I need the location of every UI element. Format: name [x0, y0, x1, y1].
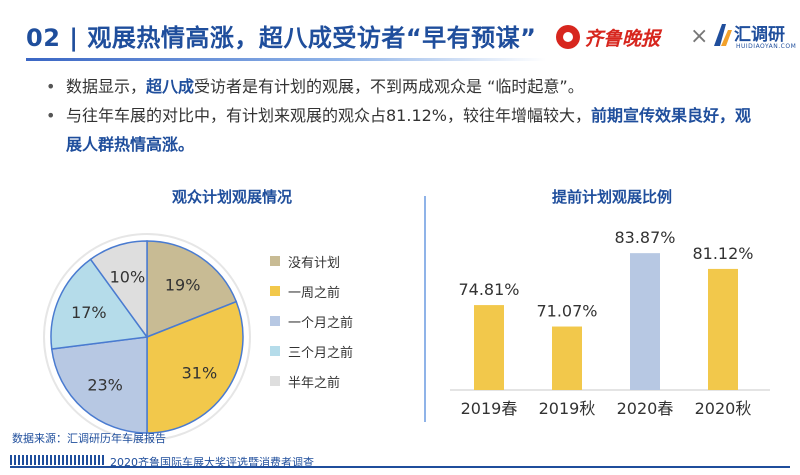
pie-slice-label: 31%: [182, 364, 218, 383]
footer-barcode-decoration: [10, 455, 106, 465]
legend-label: 没有计划: [288, 255, 341, 271]
data-source: 数据来源：汇调研历年车展报告: [12, 432, 166, 445]
pie-legend: 没有计划一周之前一个月之前三个月之前半年之前: [270, 246, 353, 396]
pie-slice: [50, 258, 149, 350]
bar: [630, 253, 660, 390]
bar-chart: 74.81% 2019春 71.07% 2019秋 83.87% 2020春 81.12% 2…: [450, 228, 770, 418]
pie-legend-item: 一个月之前: [270, 306, 353, 336]
pie-slice-label: 17%: [71, 303, 107, 322]
bullet-text: 受访者是有计划的观展，不到两成观众是 “临时起意”。: [194, 77, 584, 96]
bar-value-label: 74.81%: [458, 280, 519, 299]
pie-legend-item: 一周之前: [270, 276, 353, 306]
bullet-highlight: 前期宣传效果良好，观展人群热情高涨。: [66, 106, 752, 154]
bar-value-label: 71.07%: [536, 302, 597, 321]
chart-divider: [424, 196, 426, 422]
legend-label: 一个月之前: [288, 315, 354, 331]
huidiaoyan-logo-url: HUIDIAOYAN.COM: [736, 43, 797, 50]
page-title: 02 | 观展热情高涨，超八成受访者“早有预谋”: [26, 24, 537, 52]
bar-category-label: 2019春: [461, 399, 518, 418]
bar: [708, 268, 738, 390]
bar-value-label: 83.87%: [614, 228, 675, 247]
bullet-highlight: 超八成: [146, 77, 195, 96]
qilu-seal-icon: [556, 25, 580, 49]
times-symbol: ×: [690, 24, 709, 49]
title-underline: [26, 58, 546, 61]
legend-swatch: [270, 286, 280, 296]
bar-chart-title: 提前计划观展比例: [552, 188, 673, 206]
huidiaoyan-logo-text: 汇调研: [734, 25, 785, 45]
pie-chart: 19% 31% 23% 17%10%: [43, 233, 251, 441]
pie-legend-item: 没有计划: [270, 246, 353, 276]
legend-swatch: [270, 376, 280, 386]
summary-bullets: 数据显示，超八成受访者是有计划的观展，不到两成观众是 “临时起意”。 与往年车展…: [46, 72, 766, 159]
bar-category-label: 2020春: [617, 399, 674, 418]
pie-legend-item: 三个月之前: [270, 336, 353, 366]
survey-name: 2020齐鲁国际车展大奖评选暨消费者调查: [110, 456, 314, 469]
pie-chart-title: 观众计划观展情况: [172, 188, 293, 206]
bullet-item: 数据显示，超八成受访者是有计划的观展，不到两成观众是 “临时起意”。: [46, 72, 766, 101]
qilu-evening-news-logo: 齐鲁晚报: [556, 22, 660, 52]
pie-slice: [146, 300, 244, 434]
bullet-text: 与往年车展的对比中，有计划来观展的观众占81.12%，较往年增幅较大，: [66, 106, 592, 125]
pie-legend-item: 半年之前: [270, 366, 353, 396]
huidiaoyan-logo: 汇调研 HUIDIAOYAN.COM: [712, 18, 796, 58]
bar-category-label: 2020秋: [695, 399, 752, 418]
qilu-logo-text: 齐鲁晚报: [584, 27, 661, 50]
legend-label: 一周之前: [288, 285, 341, 301]
bullet-text: 数据显示，: [66, 77, 147, 96]
bar-value-label: 81.12%: [692, 244, 753, 263]
pie-slice: [50, 336, 148, 434]
pie-slice: [146, 240, 238, 339]
legend-label: 三个月之前: [288, 345, 354, 361]
bullet-item: 与往年车展的对比中，有计划来观展的观众占81.12%，较往年增幅较大，前期宣传效…: [46, 101, 766, 159]
bar: [552, 326, 582, 390]
legend-swatch: [270, 316, 280, 326]
legend-label: 半年之前: [288, 375, 341, 391]
huidiaoyan-mark-icon: [714, 24, 732, 46]
pie-slice-label: 19%: [165, 276, 201, 295]
footer-line: [10, 466, 790, 468]
legend-swatch: [270, 346, 280, 356]
bar-category-label: 2019秋: [539, 399, 596, 418]
pie-slice: [89, 240, 148, 340]
legend-swatch: [270, 256, 280, 266]
pie-slice-label: 10%: [110, 268, 146, 287]
bar: [474, 305, 504, 390]
pie-slice-label: 23%: [87, 376, 123, 395]
